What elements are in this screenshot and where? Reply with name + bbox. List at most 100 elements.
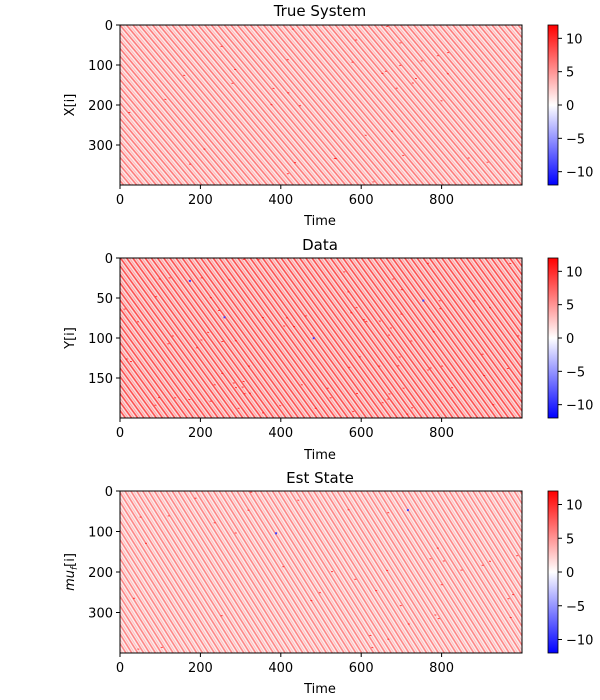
true-system-speckle xyxy=(220,45,223,47)
est-state-y-label: muf[i] xyxy=(63,553,80,591)
data-speckle xyxy=(195,347,198,349)
est-state-speckle xyxy=(331,571,333,573)
true-system-speckle xyxy=(436,55,439,57)
data-speckle xyxy=(154,296,157,298)
data-speckle xyxy=(310,333,313,335)
data-colorbar-ticks: 10 5 0 −5 −10 xyxy=(558,265,593,414)
est-state-speckle xyxy=(429,558,432,560)
data-x-tick-label: 0 xyxy=(116,426,124,441)
data-colorbar-tick-label: 0 xyxy=(566,332,574,347)
true-system-speckle xyxy=(128,112,131,113)
est-state-speckle xyxy=(407,623,410,625)
true-system-colorbar-tick-label: 10 xyxy=(566,32,583,47)
data-speckle xyxy=(436,414,439,416)
true-system-speckle xyxy=(508,98,511,100)
true-system-speckle xyxy=(231,82,234,84)
true-system-x-tick-label: 600 xyxy=(349,193,374,208)
est-state-x-tick-label: 800 xyxy=(429,661,454,676)
est-state-y-tick-label: 300 xyxy=(88,607,113,622)
data-speckle xyxy=(438,300,441,302)
data-speckle xyxy=(429,367,432,369)
true-system-colorbar-tick-label: −10 xyxy=(566,166,593,181)
data-speckle xyxy=(285,317,288,319)
data-speckle xyxy=(221,341,224,342)
est-state-speckle xyxy=(387,512,390,514)
true-system-speckle xyxy=(270,104,273,106)
est-state-speckle xyxy=(512,594,515,596)
data-speckle xyxy=(387,398,390,400)
true-system-speckle xyxy=(467,157,470,159)
data-speckle xyxy=(293,326,296,328)
est-state-speckle xyxy=(347,509,350,511)
est-state-speckle xyxy=(234,532,237,534)
est-state-speckle xyxy=(167,515,170,517)
true-system-speckle xyxy=(272,87,275,89)
est-state-x-ticks: 0 200 400 600 800 xyxy=(116,653,454,676)
true-system-speckle xyxy=(234,69,237,70)
data-colorbar-tick-label: −10 xyxy=(566,399,593,414)
est-state-x-label: Time xyxy=(303,682,336,697)
data-y-tick-label: 150 xyxy=(88,372,113,387)
data-speckle xyxy=(234,340,237,342)
data-speckle xyxy=(352,410,355,412)
data-speckle xyxy=(350,312,353,314)
est-state-y-tick-label: 200 xyxy=(88,566,113,581)
est-state-x-tick-label: 0 xyxy=(116,661,124,676)
est-state-y-label-main: mu xyxy=(63,570,78,591)
data-speckle xyxy=(232,382,235,384)
true-system-speckle xyxy=(399,64,402,66)
true-system-x-ticks: 0 200 400 600 800 xyxy=(116,185,454,208)
data-speckle xyxy=(365,321,368,323)
est-state-y-tick-label: 0 xyxy=(105,485,113,500)
est-state-speckle xyxy=(440,584,443,586)
true-system-speckle xyxy=(447,52,450,54)
data-speckle xyxy=(242,381,245,382)
data-speckle xyxy=(237,407,240,409)
est-state-speckle xyxy=(436,547,439,549)
data-speckle xyxy=(389,327,392,329)
true-system-speckle xyxy=(334,158,337,160)
est-state-speckle xyxy=(516,555,519,557)
est-state-speckle xyxy=(460,569,463,571)
data-negative-spots xyxy=(123,258,520,416)
data-speckle xyxy=(406,413,409,415)
est-state-colorbar-tick-label: 10 xyxy=(566,499,583,514)
data-speckle xyxy=(347,291,350,293)
data-speckle xyxy=(235,387,237,389)
true-system-speckle xyxy=(351,61,354,63)
est-state-speckle xyxy=(509,617,512,618)
true-system-speckle xyxy=(294,162,296,164)
true-system-heatmap-texture xyxy=(120,25,522,185)
data-speckle xyxy=(158,397,160,399)
data-speckle xyxy=(243,393,246,395)
data-negative-spot xyxy=(223,316,226,319)
data-x-tick-label: 200 xyxy=(188,426,213,441)
true-system-colorbar-tick-label: −5 xyxy=(566,132,585,147)
est-state-speckle xyxy=(213,522,216,524)
data-speckle xyxy=(167,343,170,345)
data-speckle xyxy=(506,368,509,369)
est-state-y-tick-label: 100 xyxy=(88,526,113,541)
data-speckle xyxy=(492,404,495,406)
true-system-speckle xyxy=(299,105,301,107)
data-y-tick-label: 0 xyxy=(105,252,113,267)
data-negative-spot xyxy=(312,337,315,340)
true-system-speckle xyxy=(446,73,449,75)
true-system-speckle xyxy=(291,28,294,30)
true-system-x-tick-label: 400 xyxy=(268,193,293,208)
data-speckle xyxy=(378,320,381,322)
est-state-speckle xyxy=(481,564,484,566)
data-speckle xyxy=(362,319,365,321)
true-system-y-ticks: 0 100 200 300 xyxy=(88,19,120,154)
data-speckle xyxy=(432,331,435,333)
est-state-speckle xyxy=(250,491,253,493)
data-speckle xyxy=(509,263,512,264)
est-state-colorbar-tick-label: −5 xyxy=(566,600,585,615)
data-speckle xyxy=(381,402,384,404)
est-state-speckle xyxy=(489,560,491,562)
data-speckle xyxy=(355,307,358,309)
true-system-x-label: Time xyxy=(303,214,336,229)
true-system-y-tick-label: 0 xyxy=(105,19,113,34)
data-speckle xyxy=(348,366,351,368)
